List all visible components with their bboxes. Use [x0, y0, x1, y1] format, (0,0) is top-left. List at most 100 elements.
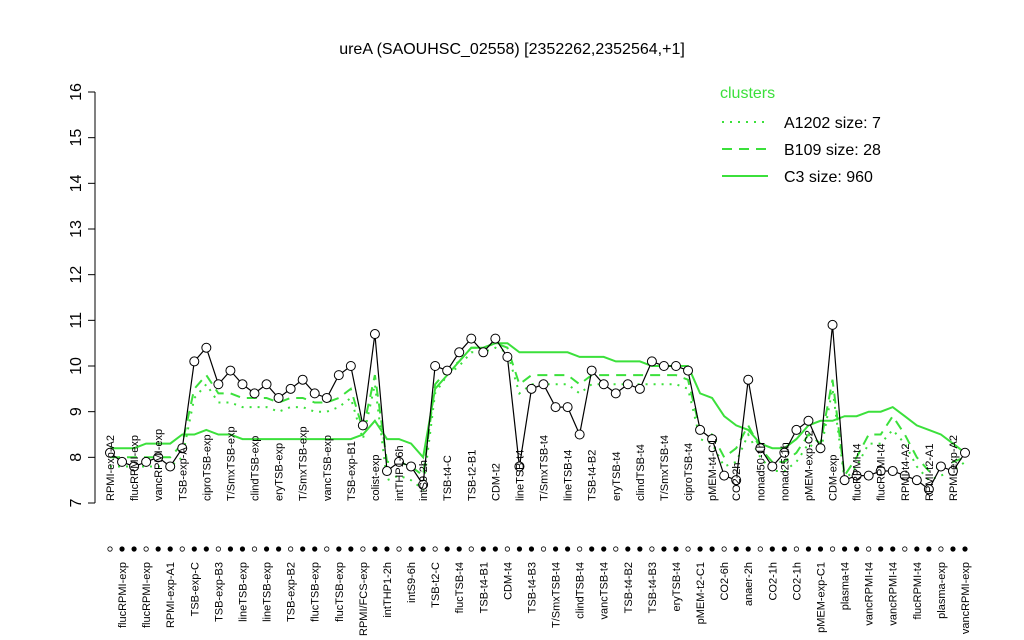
point	[201, 342, 212, 353]
rug-dot	[239, 546, 246, 552]
x-label-upper: eryTSB-t4	[611, 451, 623, 501]
x-label-upper: lineTSB-t4	[514, 450, 526, 501]
x-label-upper: intS9-2h	[418, 460, 430, 501]
x-label-lower: pMEM-exp-C1	[815, 562, 827, 633]
rug-dot	[866, 546, 872, 552]
x-label-lower: plasma-t4	[840, 562, 852, 610]
x-label-upper: T/SmxTSB-t4	[539, 435, 551, 501]
x-label-upper: ciproTSB-exp	[201, 434, 213, 501]
rug-dot	[745, 546, 751, 552]
rug-dot	[516, 546, 523, 552]
rug-dot	[456, 546, 462, 552]
y-tick-label: 11	[68, 312, 85, 329]
point	[430, 361, 441, 371]
rug-dot	[468, 546, 474, 552]
x-label-upper: nonad25-1h	[779, 442, 791, 501]
point	[767, 461, 778, 472]
point	[177, 443, 188, 454]
x-label-upper: clindTSB-t4	[635, 444, 647, 501]
point	[478, 347, 489, 358]
point	[213, 379, 224, 390]
point	[369, 329, 380, 340]
point	[117, 456, 128, 467]
x-label-lower: lineTSB-exp	[237, 562, 249, 622]
rug-dot	[155, 546, 161, 552]
point	[815, 443, 826, 454]
rug-dot	[637, 546, 643, 552]
x-label-lower: pMEM-t2-C1	[695, 562, 707, 624]
legend-label: C3 size: 960	[784, 169, 873, 186]
rug-dot	[324, 546, 330, 552]
point	[622, 379, 633, 390]
point	[514, 461, 525, 472]
point	[827, 319, 838, 330]
point	[345, 361, 356, 371]
y-tick-label: 9	[68, 407, 85, 416]
point	[899, 470, 910, 481]
rug-dot	[962, 546, 968, 552]
x-label-upper: TSB-exp-B1	[346, 441, 358, 501]
point	[839, 475, 850, 486]
x-label-upper: eryTSB-exp	[274, 443, 286, 501]
point	[526, 383, 537, 394]
x-label-upper: nonad50-1h	[755, 442, 767, 501]
rug-dot	[432, 546, 438, 552]
rug-dot	[444, 546, 450, 552]
x-label-lower: vancRPMI-t4	[864, 562, 876, 626]
x-label-lower: TSB-t4-B1	[478, 562, 490, 613]
x-label-upper: lineTSB-t4	[563, 450, 575, 501]
x-label-upper: CO2-2h	[731, 462, 743, 501]
rug-dot	[540, 546, 547, 552]
x-label-upper: CDM-t2	[490, 463, 502, 501]
point	[791, 424, 802, 435]
point	[333, 370, 344, 381]
x-label-lower: intS9-6h	[406, 562, 418, 603]
rug-dot	[817, 546, 824, 552]
rug-dot	[131, 546, 137, 552]
point	[249, 388, 260, 399]
point	[285, 383, 296, 394]
point	[381, 466, 392, 477]
rug-dot	[878, 546, 884, 552]
x-label-lower: CDM-t4	[502, 562, 514, 600]
point	[683, 365, 694, 376]
point	[394, 456, 405, 467]
rug-dot	[914, 546, 920, 552]
x-label-upper: RPMI-exp-A2	[105, 435, 117, 501]
rug-dot	[721, 546, 727, 552]
point	[273, 392, 284, 403]
x-label-lower: TSB-exp-B2	[286, 562, 298, 622]
point	[646, 356, 657, 367]
x-label-upper: CDM-exp	[828, 455, 840, 501]
x-label-lower: flucRPMI-exp	[141, 562, 153, 628]
rug-dot	[191, 546, 197, 552]
point	[803, 415, 814, 426]
point	[321, 392, 332, 403]
rug-dot	[251, 546, 258, 552]
y-tick-label: 13	[68, 220, 85, 238]
rug-dot	[528, 546, 535, 552]
cluster-line	[110, 342, 966, 479]
rug-dot	[480, 546, 486, 552]
rug-dot	[179, 546, 185, 552]
rug-dot	[926, 546, 932, 552]
rug-dot	[275, 546, 282, 552]
x-label-lower: flucTSB-exp	[310, 562, 322, 622]
point	[105, 447, 115, 458]
x-label-lower: flucRPMI-exp	[117, 562, 129, 628]
point	[863, 470, 874, 481]
x-label-upper: TSB-t4-B2	[587, 450, 599, 501]
x-label-lower: flucRPMI-t4	[912, 562, 924, 619]
x-label-lower: TSB-t4-B2	[623, 562, 635, 613]
point	[755, 443, 766, 454]
x-label-upper: colist-exp	[370, 455, 382, 501]
rug-dot	[167, 546, 173, 552]
rug-dot	[793, 546, 800, 552]
x-label-upper: pMEM-exp-C2	[803, 430, 815, 501]
y-tick-label: 7	[68, 498, 85, 507]
point	[502, 351, 513, 362]
x-label-upper: RPMI-t4-A2	[900, 444, 912, 501]
point	[562, 402, 573, 413]
rug-dot	[649, 546, 655, 552]
